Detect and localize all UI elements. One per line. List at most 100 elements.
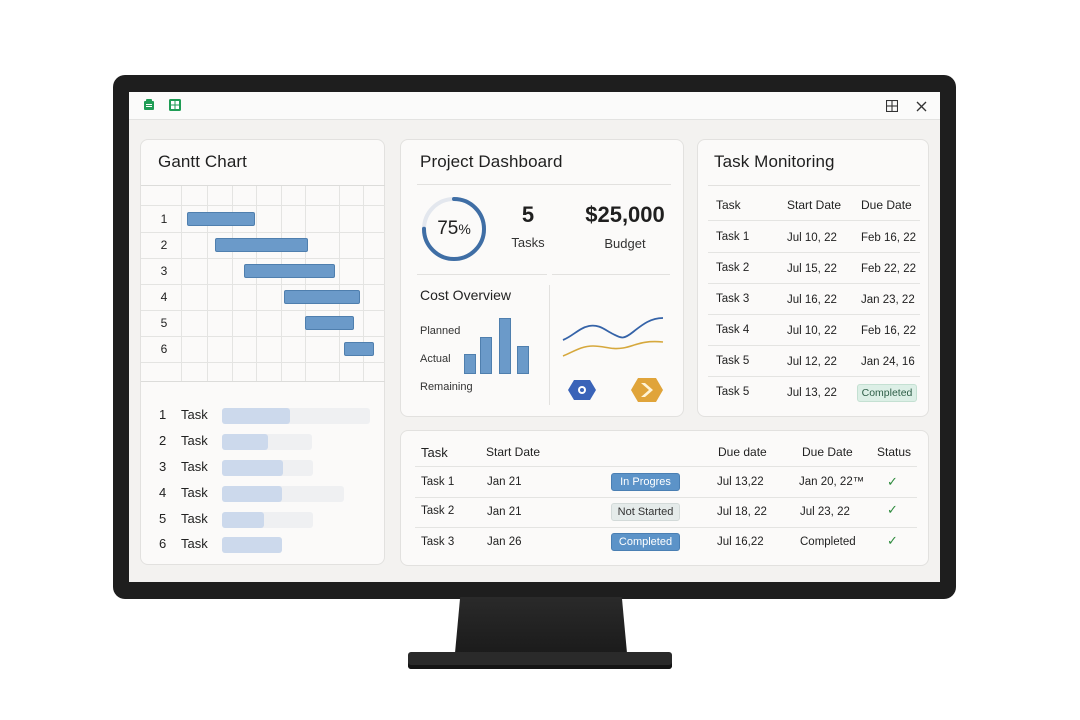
monitoring-cell-start: Jul 16, 22 bbox=[787, 294, 837, 306]
table-cell-start: Jan 26 bbox=[487, 536, 522, 548]
cost-bar bbox=[499, 318, 511, 374]
gantt-bar[interactable] bbox=[344, 342, 374, 356]
close-icon[interactable] bbox=[912, 97, 930, 115]
gantt-row-number: 6 bbox=[160, 342, 168, 356]
task-progress-track bbox=[222, 537, 282, 553]
task-monitoring-card: Task Monitoring Task Start Date Due Date… bbox=[697, 139, 929, 417]
task-status-table-card: Task Start Date Due date Due Date Status… bbox=[400, 430, 929, 566]
gantt-grid: 1 2 3 4 5 6 bbox=[141, 185, 385, 382]
cost-label-remaining: Remaining bbox=[420, 381, 473, 393]
monitoring-cell-task: Task 3 bbox=[716, 293, 750, 305]
monitor-stand-base bbox=[408, 652, 672, 669]
table-cell-due: Jul 16,22 bbox=[717, 536, 764, 548]
check-icon: ✓ bbox=[887, 502, 898, 517]
table-cell-due: Jul 13,22 bbox=[717, 476, 764, 488]
task-progress-fill bbox=[222, 486, 282, 502]
cost-label-actual: Actual bbox=[420, 353, 451, 365]
app-icon[interactable] bbox=[142, 98, 156, 112]
task-list-item[interactable]: 3 Task bbox=[141, 457, 385, 477]
divider bbox=[417, 184, 671, 185]
column-header-start-date[interactable]: Start Date bbox=[486, 445, 541, 459]
monitoring-cell-task: Task 5 bbox=[716, 386, 750, 398]
table-cell-task: Task 1 bbox=[421, 476, 455, 488]
cost-overview-title: Cost Overview bbox=[420, 287, 512, 303]
column-header-due-date[interactable]: Due Date bbox=[861, 198, 912, 212]
task-progress-track bbox=[222, 486, 344, 502]
monitoring-cell-start: Jul 12, 22 bbox=[787, 356, 837, 368]
task-list-item[interactable]: 4 Task bbox=[141, 483, 385, 503]
task-list-item[interactable]: 2 Task bbox=[141, 431, 385, 451]
gantt-bar[interactable] bbox=[284, 290, 360, 304]
table-cell-due-2: Jan 20, 22™ bbox=[799, 476, 865, 488]
gantt-bar[interactable] bbox=[305, 316, 354, 330]
progress-percentage: 75% bbox=[420, 218, 488, 240]
budget-label: Budget bbox=[604, 236, 646, 251]
table-cell-start: Jan 21 bbox=[487, 476, 522, 488]
monitoring-cell-task: Task 4 bbox=[716, 324, 750, 336]
monitor-stand-neck bbox=[455, 597, 627, 653]
progress-ring bbox=[422, 197, 486, 261]
task-list-label: Task bbox=[181, 536, 208, 551]
task-list-number: 3 bbox=[159, 459, 167, 474]
column-header-status[interactable]: Status bbox=[877, 445, 912, 459]
monitoring-cell-due: Feb 16, 22 bbox=[861, 232, 916, 244]
task-progress-track bbox=[222, 460, 313, 476]
gantt-bar[interactable] bbox=[244, 264, 335, 278]
table-cell-due-2: Completed bbox=[800, 536, 856, 548]
gantt-bar[interactable] bbox=[187, 212, 255, 226]
progress-value: 75 bbox=[437, 218, 459, 239]
task-progress-track bbox=[222, 434, 312, 450]
check-icon: ✓ bbox=[887, 533, 898, 548]
task-list-item[interactable]: 1 Task bbox=[141, 405, 385, 425]
monitoring-cell-due: Feb 16, 22 bbox=[861, 325, 916, 337]
dashboard-title: Project Dashboard bbox=[420, 152, 563, 171]
task-list-number: 4 bbox=[159, 485, 167, 500]
progress-unit: % bbox=[458, 221, 471, 237]
cost-bar bbox=[464, 354, 476, 374]
column-header-due-date-2[interactable]: Due Date bbox=[802, 445, 853, 459]
maximize-icon[interactable] bbox=[883, 97, 901, 115]
status-badge-in-progress[interactable]: In Progres bbox=[611, 473, 680, 491]
column-header-task[interactable]: Task bbox=[716, 198, 741, 212]
column-header-due-date[interactable]: Due date bbox=[718, 445, 767, 459]
divider bbox=[552, 274, 670, 275]
task-list-label: Task bbox=[181, 407, 208, 422]
task-monitoring-title: Task Monitoring bbox=[714, 152, 835, 171]
column-header-task[interactable]: Task bbox=[421, 445, 448, 460]
task-progress-track bbox=[222, 512, 313, 528]
trend-line-blue bbox=[562, 317, 664, 341]
cost-bar bbox=[517, 346, 529, 374]
chevron-badge-icon bbox=[630, 376, 664, 409]
tasks-label: Tasks bbox=[511, 235, 545, 250]
task-progress-track bbox=[222, 408, 370, 424]
task-list-number: 2 bbox=[159, 433, 167, 448]
table-cell-due-2: Jul 23, 22 bbox=[800, 506, 850, 518]
gantt-title: Gantt Chart bbox=[158, 152, 247, 171]
column-header-start-date[interactable]: Start Date bbox=[787, 198, 842, 212]
task-progress-fill bbox=[222, 537, 282, 553]
window-titlebar bbox=[129, 92, 940, 120]
gantt-bar[interactable] bbox=[215, 238, 308, 252]
task-list-item[interactable]: 6 Task bbox=[141, 534, 385, 554]
task-list-label: Task bbox=[181, 511, 208, 526]
status-badge-not-started[interactable]: Not Started bbox=[611, 503, 680, 521]
monitoring-cell-start: Jul 10, 22 bbox=[787, 232, 837, 244]
divider bbox=[417, 274, 547, 275]
monitoring-cell-start: Jul 10, 22 bbox=[787, 325, 837, 337]
task-progress-fill bbox=[222, 434, 268, 450]
monitoring-cell-task: Task 2 bbox=[716, 262, 750, 274]
status-badge-completed[interactable]: Completed bbox=[611, 533, 680, 551]
task-list-item[interactable]: 5 Task bbox=[141, 509, 385, 529]
monitoring-cell-due: Feb 22, 22 bbox=[861, 263, 916, 275]
cost-bar bbox=[480, 337, 492, 374]
task-list-label: Task bbox=[181, 485, 208, 500]
monitoring-cell-due: Jan 23, 22 bbox=[861, 294, 915, 306]
budget-value: $25,000 bbox=[585, 202, 665, 227]
check-icon: ✓ bbox=[887, 474, 898, 489]
gantt-row-number: 5 bbox=[160, 316, 168, 330]
sheets-icon[interactable] bbox=[168, 98, 182, 112]
table-cell-start: Jan 21 bbox=[487, 506, 522, 518]
trend-line-chart bbox=[562, 317, 664, 357]
status-badge-completed[interactable]: Completed bbox=[857, 384, 917, 402]
divider bbox=[708, 185, 920, 186]
